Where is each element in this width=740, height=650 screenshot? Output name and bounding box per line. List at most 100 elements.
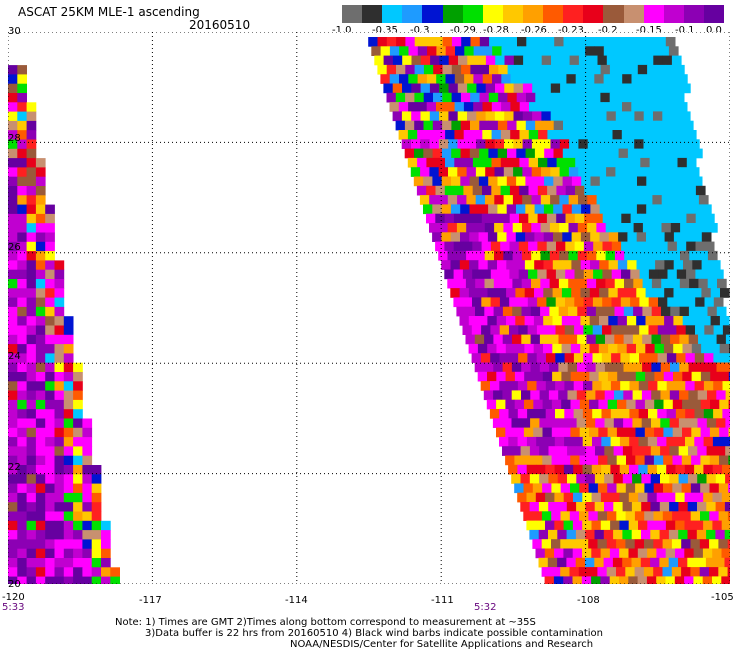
wind-cell [703,409,714,419]
wind-cell [26,427,37,438]
wind-cell [693,148,703,159]
wind-cell [73,558,83,568]
wind-cell [594,557,604,568]
wind-cell [8,418,18,429]
wind-cell [435,241,445,252]
wind-cell [678,74,688,84]
wind-cell [608,288,619,298]
wind-cell [485,195,495,205]
wind-cell [675,409,686,419]
wind-cell [63,390,74,401]
wind-cell [517,381,528,391]
wind-cell [500,130,511,140]
wind-cell [505,427,515,438]
wind-cell [556,157,567,168]
wind-cell [634,139,644,149]
wind-cell [644,511,654,521]
wind-cell [73,539,83,550]
wind-cell [697,390,708,401]
wind-cell [710,371,720,382]
wind-cell [628,520,639,531]
wind-cell [572,520,583,531]
color-scale-bar [342,5,725,23]
wind-cell [524,288,535,298]
wind-cell [544,548,555,559]
wind-cell [686,269,696,280]
wind-cell [577,334,587,345]
wind-cell [690,483,701,494]
color-scale-label: -0.29 [450,25,476,36]
wind-cell [510,130,520,140]
wind-cell [622,46,633,56]
lon-tick-label: -108 [577,595,600,606]
wind-cell [588,511,599,521]
wind-cell [637,176,647,187]
wind-cell [692,204,703,215]
wind-cell [568,250,579,261]
wind-cell [35,567,46,577]
wind-cell [539,390,550,401]
wind-cell [677,157,688,168]
wind-cell [593,241,603,252]
wind-cell [607,455,618,466]
graticule [8,32,730,584]
wind-cell [489,409,500,419]
wind-cell [575,157,585,168]
wind-cell [681,483,692,494]
wind-cell [613,502,623,512]
wind-cell [492,74,502,84]
wind-cell [497,176,508,187]
wind-cell [462,297,473,308]
wind-cell [651,362,662,373]
wind-cell [670,278,681,289]
wind-cell [651,278,662,289]
wind-cell [510,102,521,112]
wind-cell [664,288,674,298]
wind-cell [643,139,654,149]
wind-cell [688,390,699,401]
wind-cell [606,167,616,177]
wind-cell [548,46,558,56]
wind-cell [597,111,607,122]
wind-cell [472,213,483,224]
wind-cell [565,213,576,224]
wind-cell [63,492,74,503]
wind-cell [63,455,74,466]
wind-cell [448,55,459,66]
wind-cell [603,46,614,56]
wind-cell [605,223,616,233]
wind-cell [713,325,724,335]
wind-cell [547,130,558,140]
wind-cell [487,232,498,242]
wind-cell [654,427,664,438]
wind-cell [578,55,589,66]
wind-cell [8,474,18,484]
wind-cell [600,92,611,103]
wind-cell [26,353,37,364]
wind-cell [697,474,707,484]
wind-cell [35,511,46,522]
wind-cell [638,492,648,503]
wind-cell [685,381,695,391]
wind-cell [694,353,705,363]
wind-cell [469,260,479,270]
wind-cell [487,288,498,298]
wind-cell [439,111,449,122]
footer-note-1: Note: 1) Times are GMT 2)Times along bot… [115,617,536,628]
wind-cell [420,111,431,122]
wind-cell [584,102,595,112]
wind-cell [477,343,488,354]
wind-cell [54,362,65,373]
wind-cell [699,539,710,549]
wind-cell [590,148,601,159]
wind-cell [545,381,556,391]
wind-cell [589,371,599,382]
wind-cell [479,120,489,131]
wind-cell [653,539,663,549]
wind-cell [589,343,600,354]
wind-cell [641,529,651,540]
wind-cell [643,567,654,577]
wind-cell [593,157,604,168]
wind-cell [438,139,449,149]
wind-cell [487,343,497,354]
